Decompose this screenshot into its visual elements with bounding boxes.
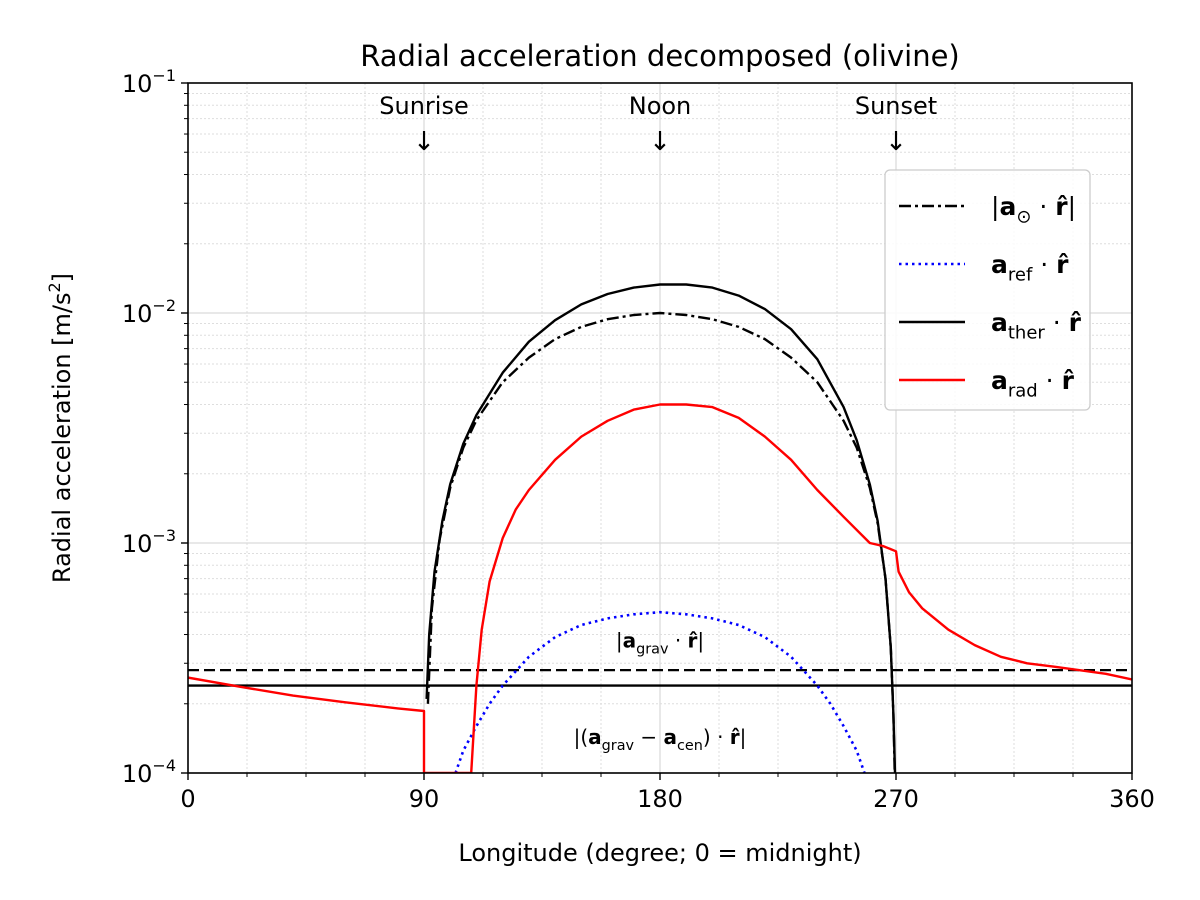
annotation-label: Sunrise: [379, 92, 468, 120]
x-tick-label: 90: [409, 785, 440, 813]
annotation-arrow: ↓: [413, 127, 435, 157]
y-axis-label-exponent: 2: [45, 282, 64, 292]
y-tick-label: 10−1: [122, 66, 176, 98]
y-tick-label: 10−2: [122, 296, 176, 328]
chart-title: Radial acceleration decomposed (olivine): [360, 39, 960, 73]
y-axis-label-end: ]: [48, 273, 76, 282]
annotation-label: Sunset: [855, 92, 937, 120]
x-tick-label: 360: [1109, 785, 1155, 813]
hline-label-grav: |agrav · r̂|: [616, 629, 704, 658]
series-line-ref: [454, 610, 866, 773]
legend: |a⊙ · r̂| aref · r̂ ather · r̂ arad · r̂: [884, 169, 1091, 411]
hline-labels: |agrav · r̂| |(agrav − acen) · r̂|: [574, 629, 747, 754]
x-tick-label: 0: [180, 785, 195, 813]
x-axis: 0 90 180 270 360: [180, 773, 1155, 813]
legend-label-sun: |a⊙ · r̂|: [991, 192, 1076, 228]
hline-label-gravcen: |(agrav − acen) · r̂|: [574, 725, 747, 754]
annotation-arrow: ↓: [649, 127, 671, 157]
annotation-arrow: ↓: [885, 127, 907, 157]
hlines: [188, 669, 1132, 687]
legend-label-ther: ather · r̂: [991, 308, 1082, 344]
legend-box: [884, 169, 1091, 411]
series-line-rad: [188, 403, 1132, 773]
y-tick-label: 10−4: [122, 756, 176, 788]
series: [188, 283, 1132, 773]
x-tick-label: 270: [873, 785, 919, 813]
legend-label-ref: aref · r̂: [991, 250, 1069, 286]
x-axis-label: Longitude (degree; 0 = midnight): [458, 839, 861, 867]
y-tick-label: 10−3: [122, 526, 176, 558]
annotation-label: Noon: [629, 92, 692, 120]
x-tick-label: 180: [637, 785, 683, 813]
legend-label-rad: arad · r̂: [991, 366, 1075, 402]
series-line-ther: [425, 283, 897, 773]
y-axis-label: Radial acceleration [m/s2]: [45, 273, 76, 583]
annotations: Sunrise ↓ Noon ↓ Sunset ↓: [379, 92, 937, 157]
y-axis: 10−4 10−3 10−2 10−1: [122, 66, 188, 788]
